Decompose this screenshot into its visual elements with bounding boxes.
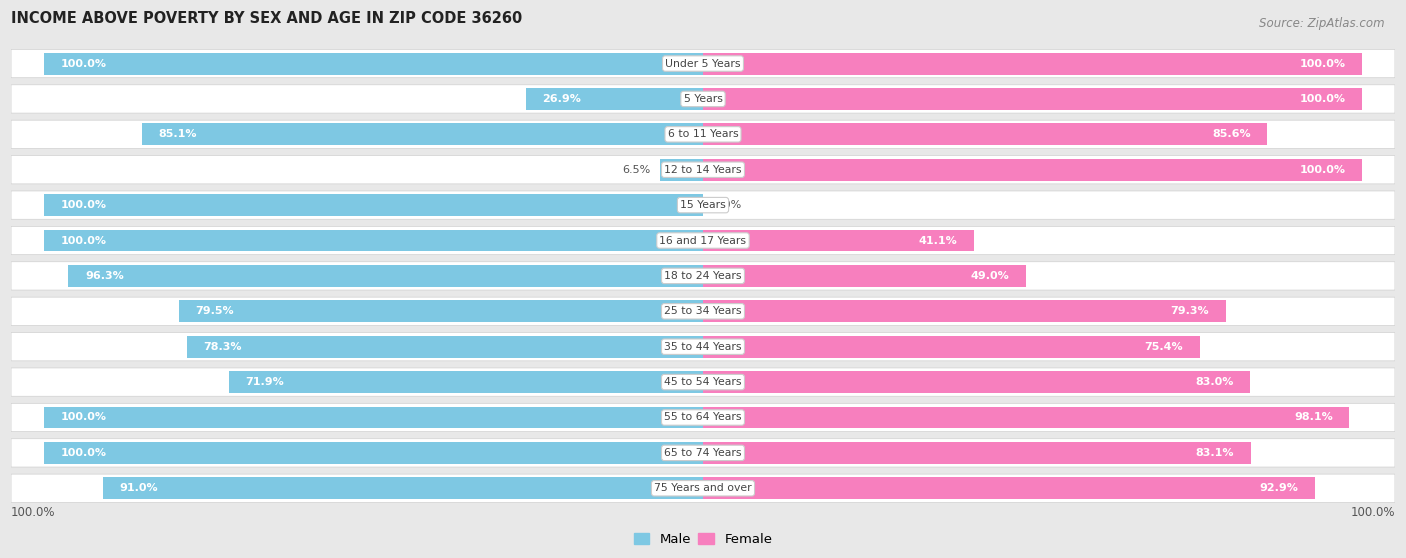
Text: 85.1%: 85.1% — [159, 129, 197, 140]
Bar — [703, 88, 1362, 110]
FancyBboxPatch shape — [11, 120, 1395, 148]
FancyBboxPatch shape — [11, 50, 1395, 78]
Bar — [703, 300, 1226, 323]
FancyBboxPatch shape — [11, 368, 1395, 396]
Text: 41.1%: 41.1% — [918, 235, 957, 246]
Text: 79.5%: 79.5% — [195, 306, 235, 316]
Text: 75 Years and over: 75 Years and over — [654, 483, 752, 493]
Bar — [703, 371, 1250, 393]
Text: 78.3%: 78.3% — [204, 341, 242, 352]
FancyBboxPatch shape — [11, 85, 1395, 113]
Bar — [69, 265, 703, 287]
Text: INCOME ABOVE POVERTY BY SEX AND AGE IN ZIP CODE 36260: INCOME ABOVE POVERTY BY SEX AND AGE IN Z… — [11, 11, 523, 26]
Text: 100.0%: 100.0% — [60, 59, 107, 69]
Text: 100.0%: 100.0% — [1299, 165, 1346, 175]
Text: 96.3%: 96.3% — [84, 271, 124, 281]
Text: 83.1%: 83.1% — [1195, 448, 1234, 458]
Bar — [703, 123, 1267, 145]
Bar — [44, 229, 703, 252]
FancyBboxPatch shape — [11, 262, 1395, 290]
FancyBboxPatch shape — [11, 403, 1395, 432]
Text: 100.0%: 100.0% — [1299, 94, 1346, 104]
Text: 85.6%: 85.6% — [1212, 129, 1250, 140]
Text: 6.5%: 6.5% — [621, 165, 651, 175]
Text: 12 to 14 Years: 12 to 14 Years — [664, 165, 742, 175]
Text: 71.9%: 71.9% — [246, 377, 284, 387]
Text: 100.0%: 100.0% — [60, 412, 107, 422]
FancyBboxPatch shape — [11, 333, 1395, 361]
Text: 35 to 44 Years: 35 to 44 Years — [664, 341, 742, 352]
Text: 100.0%: 100.0% — [11, 506, 56, 519]
Bar — [44, 407, 703, 429]
Text: 83.0%: 83.0% — [1195, 377, 1233, 387]
Text: 75.4%: 75.4% — [1144, 341, 1184, 352]
Text: 92.9%: 92.9% — [1260, 483, 1299, 493]
Bar — [142, 123, 703, 145]
Text: 45 to 54 Years: 45 to 54 Years — [664, 377, 742, 387]
Bar — [703, 159, 1362, 181]
Text: 65 to 74 Years: 65 to 74 Years — [664, 448, 742, 458]
Text: 25 to 34 Years: 25 to 34 Years — [664, 306, 742, 316]
Bar — [229, 371, 703, 393]
Bar — [44, 52, 703, 75]
Text: 100.0%: 100.0% — [60, 448, 107, 458]
Legend: Male, Female: Male, Female — [628, 527, 778, 551]
Bar — [703, 52, 1362, 75]
FancyBboxPatch shape — [11, 474, 1395, 502]
Text: 6 to 11 Years: 6 to 11 Years — [668, 129, 738, 140]
Bar — [661, 159, 703, 181]
Text: 26.9%: 26.9% — [543, 94, 581, 104]
Bar — [703, 407, 1350, 429]
Text: 79.3%: 79.3% — [1170, 306, 1209, 316]
Bar — [526, 88, 703, 110]
Bar — [187, 336, 703, 358]
Text: 100.0%: 100.0% — [60, 200, 107, 210]
Bar — [104, 477, 703, 499]
Bar — [44, 194, 703, 216]
Text: 0.0%: 0.0% — [713, 200, 741, 210]
FancyBboxPatch shape — [11, 439, 1395, 467]
Bar — [703, 442, 1250, 464]
Text: Under 5 Years: Under 5 Years — [665, 59, 741, 69]
FancyBboxPatch shape — [11, 297, 1395, 325]
Bar — [703, 229, 974, 252]
Text: 100.0%: 100.0% — [1299, 59, 1346, 69]
Text: 18 to 24 Years: 18 to 24 Years — [664, 271, 742, 281]
FancyBboxPatch shape — [11, 156, 1395, 184]
Text: 55 to 64 Years: 55 to 64 Years — [664, 412, 742, 422]
Text: 15 Years: 15 Years — [681, 200, 725, 210]
Text: 16 and 17 Years: 16 and 17 Years — [659, 235, 747, 246]
Bar — [703, 265, 1026, 287]
Text: 98.1%: 98.1% — [1294, 412, 1333, 422]
FancyBboxPatch shape — [11, 191, 1395, 219]
Text: 100.0%: 100.0% — [60, 235, 107, 246]
Bar — [44, 442, 703, 464]
Bar — [703, 336, 1199, 358]
Text: Source: ZipAtlas.com: Source: ZipAtlas.com — [1260, 17, 1385, 30]
Text: 91.0%: 91.0% — [120, 483, 159, 493]
Bar — [179, 300, 703, 323]
Text: 100.0%: 100.0% — [1350, 506, 1395, 519]
Bar — [703, 477, 1315, 499]
Text: 49.0%: 49.0% — [970, 271, 1010, 281]
FancyBboxPatch shape — [11, 227, 1395, 254]
Text: 5 Years: 5 Years — [683, 94, 723, 104]
